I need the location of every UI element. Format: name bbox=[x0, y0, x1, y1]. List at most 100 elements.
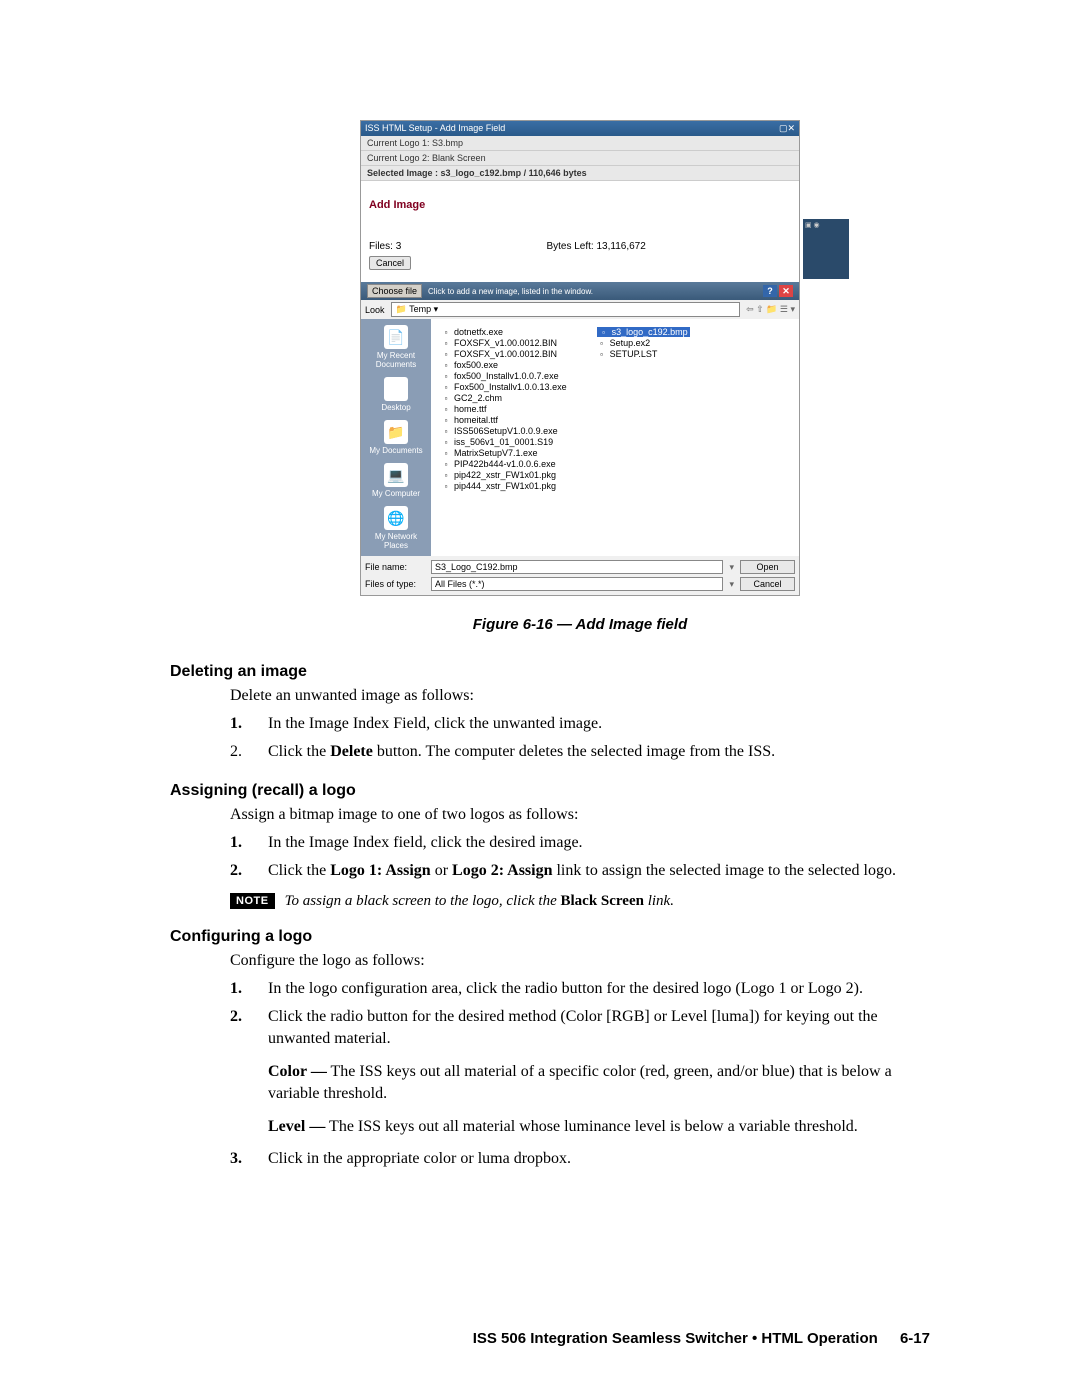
place-item[interactable]: 🌐My Network Places bbox=[363, 506, 429, 550]
configuring-step-3: Click in the appropriate color or luma d… bbox=[230, 1148, 930, 1170]
window-title: ISS HTML Setup - Add Image Field bbox=[365, 123, 505, 134]
file-item[interactable]: ▫dotnetfx.exe bbox=[441, 327, 567, 337]
filetype-input[interactable]: All Files (*.*) bbox=[431, 577, 723, 591]
file-icon: ▫ bbox=[441, 459, 451, 469]
file-list: ▫dotnetfx.exe▫FOXSFX_v1.00.0012.BIN▫FOXS… bbox=[435, 323, 795, 552]
deleting-steps: In the Image Index Field, click the unwa… bbox=[230, 713, 930, 764]
file-icon: ▫ bbox=[599, 327, 609, 337]
file-item[interactable]: ▫FOXSFX_v1.00.0012.BIN bbox=[441, 349, 567, 359]
place-icon: 💻 bbox=[384, 463, 408, 487]
assigning-step-2: Click the Logo 1: Assign or Logo 2: Assi… bbox=[230, 860, 930, 882]
place-icon: 📁 bbox=[384, 420, 408, 444]
systray-mock: ▣ ◉ bbox=[803, 219, 849, 279]
place-item[interactable]: 🖥 Desktop bbox=[381, 377, 410, 412]
file-label: s3_logo_c192.bmp bbox=[612, 327, 688, 337]
page-footer: ISS 506 Integration Seamless Switcher • … bbox=[230, 1330, 930, 1347]
heading-deleting: Deleting an image bbox=[170, 663, 930, 681]
file-label: GC2_2.chm bbox=[454, 393, 502, 403]
window-titlebar: ISS HTML Setup - Add Image Field ▢✕ bbox=[361, 121, 799, 136]
file-item[interactable]: ▫GC2_2.chm bbox=[441, 393, 567, 403]
file-label: FOXSFX_v1.00.0012.BIN bbox=[454, 349, 557, 359]
file-column-2: ▫s3_logo_c192.bmp▫Setup.ex2▫SETUP.LST bbox=[597, 327, 690, 548]
file-icon: ▫ bbox=[441, 481, 451, 491]
file-item[interactable]: ▫s3_logo_c192.bmp bbox=[597, 327, 690, 337]
look-dropdown[interactable]: 📁 Temp ▾ bbox=[391, 302, 741, 317]
file-label: PIP422b444-v1.0.0.6.exe bbox=[454, 459, 556, 469]
level-para: Level — The ISS keys out all material wh… bbox=[230, 1116, 930, 1138]
open-button[interactable]: Open bbox=[740, 560, 795, 574]
configuring-steps-cont: Click in the appropriate color or luma d… bbox=[230, 1148, 930, 1170]
place-item[interactable]: 📄 My Recent Documents bbox=[363, 325, 429, 369]
place-label: My Documents bbox=[369, 446, 422, 455]
file-item[interactable]: ▫PIP422b444-v1.0.0.6.exe bbox=[441, 459, 567, 469]
close-icon[interactable]: ✕ bbox=[779, 285, 793, 297]
file-icon: ▫ bbox=[441, 349, 451, 359]
file-label: Fox500_Installv1.0.0.13.exe bbox=[454, 382, 567, 392]
file-item[interactable]: ▫fox500.exe bbox=[441, 360, 567, 370]
filename-input[interactable]: S3_Logo_C192.bmp bbox=[431, 560, 723, 574]
deleting-step-1: In the Image Index Field, click the unwa… bbox=[230, 713, 930, 735]
file-icon: ▫ bbox=[441, 448, 451, 458]
file-item[interactable]: ▫Setup.ex2 bbox=[597, 338, 690, 348]
file-icon: ▫ bbox=[441, 470, 451, 480]
bytes-left: Bytes Left: 13,116,672 bbox=[546, 241, 645, 252]
files-area: ▫dotnetfx.exe▫FOXSFX_v1.00.0012.BIN▫FOXS… bbox=[431, 319, 799, 556]
add-image-heading: Add Image bbox=[369, 199, 425, 211]
cancel-dialog-button[interactable]: Cancel bbox=[740, 577, 795, 591]
file-item[interactable]: ▫homeital.ttf bbox=[441, 415, 567, 425]
footer-page: 6-17 bbox=[900, 1330, 930, 1347]
file-item[interactable]: ▫ISS506SetupV1.0.0.9.exe bbox=[441, 426, 567, 436]
figure-screenshot: ISS HTML Setup - Add Image Field ▢✕ Curr… bbox=[360, 120, 800, 596]
file-icon: ▫ bbox=[441, 371, 451, 381]
file-dialog: 📄 My Recent Documents 🖥 Desktop 📁 My Document… bbox=[361, 319, 799, 556]
file-label: home.ttf bbox=[454, 404, 487, 414]
file-label: MatrixSetupV7.1.exe bbox=[454, 448, 538, 458]
configuring-intro: Configure the logo as follows: bbox=[230, 952, 930, 970]
choose-file-label: Choose file bbox=[367, 284, 422, 298]
place-item[interactable]: 📁 My Documents bbox=[369, 420, 422, 455]
file-item[interactable]: ▫Fox500_Installv1.0.0.13.exe bbox=[441, 382, 567, 392]
file-icon: ▫ bbox=[441, 437, 451, 447]
file-icon: ▫ bbox=[441, 327, 451, 337]
file-label: ISS506SetupV1.0.0.9.exe bbox=[454, 426, 558, 436]
note-badge: NOTE bbox=[230, 893, 275, 909]
color-para: Color — The ISS keys out all material of… bbox=[230, 1061, 930, 1106]
configuring-step-1: In the logo configuration area, click th… bbox=[230, 978, 930, 1000]
cancel-button[interactable]: Cancel bbox=[369, 256, 411, 270]
window-controls: ▢✕ bbox=[779, 123, 795, 134]
file-item[interactable]: ▫SETUP.LST bbox=[597, 349, 690, 359]
note-text: To assign a black screen to the logo, cl… bbox=[285, 893, 674, 910]
figure-body: Add Image ▣ ◉ Files: 3 Bytes Left: 13,11… bbox=[361, 181, 799, 282]
file-item[interactable]: ▫iss_506v1_01_0001.S19 bbox=[441, 437, 567, 447]
file-icon: ▫ bbox=[597, 338, 607, 348]
deleting-intro: Delete an unwanted image as follows: bbox=[230, 687, 930, 705]
file-item[interactable]: ▫MatrixSetupV7.1.exe bbox=[441, 448, 567, 458]
file-item[interactable]: ▫home.ttf bbox=[441, 404, 567, 414]
file-label: pip422_xstr_FW1x01.pkg bbox=[454, 470, 556, 480]
file-icon: ▫ bbox=[441, 382, 451, 392]
file-item[interactable]: ▫fox500_Installv1.0.0.7.exe bbox=[441, 371, 567, 381]
selected-image-row: Selected Image : s3_logo_c192.bmp / 110,… bbox=[361, 166, 799, 181]
filename-label: File name: bbox=[365, 562, 425, 572]
help-icon[interactable]: ? bbox=[763, 285, 777, 297]
file-label: Setup.ex2 bbox=[610, 338, 651, 348]
place-icon: 🖥 bbox=[384, 377, 408, 401]
place-label: My Recent Documents bbox=[363, 351, 429, 369]
file-column-1: ▫dotnetfx.exe▫FOXSFX_v1.00.0012.BIN▫FOXS… bbox=[441, 327, 567, 548]
file-item[interactable]: ▫pip422_xstr_FW1x01.pkg bbox=[441, 470, 567, 480]
configuring-steps: In the logo configuration area, click th… bbox=[230, 978, 930, 1051]
place-label: My Network Places bbox=[363, 532, 429, 550]
file-label: SETUP.LST bbox=[610, 349, 658, 359]
place-label: Desktop bbox=[381, 403, 410, 412]
assigning-step-1: In the Image Index field, click the desi… bbox=[230, 832, 930, 854]
place-icon: 📄 bbox=[384, 325, 408, 349]
assigning-note: NOTE To assign a black screen to the log… bbox=[230, 893, 930, 910]
file-item[interactable]: ▫FOXSFX_v1.00.0012.BIN bbox=[441, 338, 567, 348]
heading-configuring: Configuring a logo bbox=[170, 928, 930, 946]
place-item[interactable]: 💻 My Computer bbox=[372, 463, 420, 498]
file-icon: ▫ bbox=[441, 426, 451, 436]
place-label: My Computer bbox=[372, 489, 420, 498]
file-item[interactable]: ▫pip444_xstr_FW1x01.pkg bbox=[441, 481, 567, 491]
places-bar: 📄 My Recent Documents 🖥 Desktop 📁 My Document… bbox=[361, 319, 431, 556]
file-label: fox500.exe bbox=[454, 360, 498, 370]
